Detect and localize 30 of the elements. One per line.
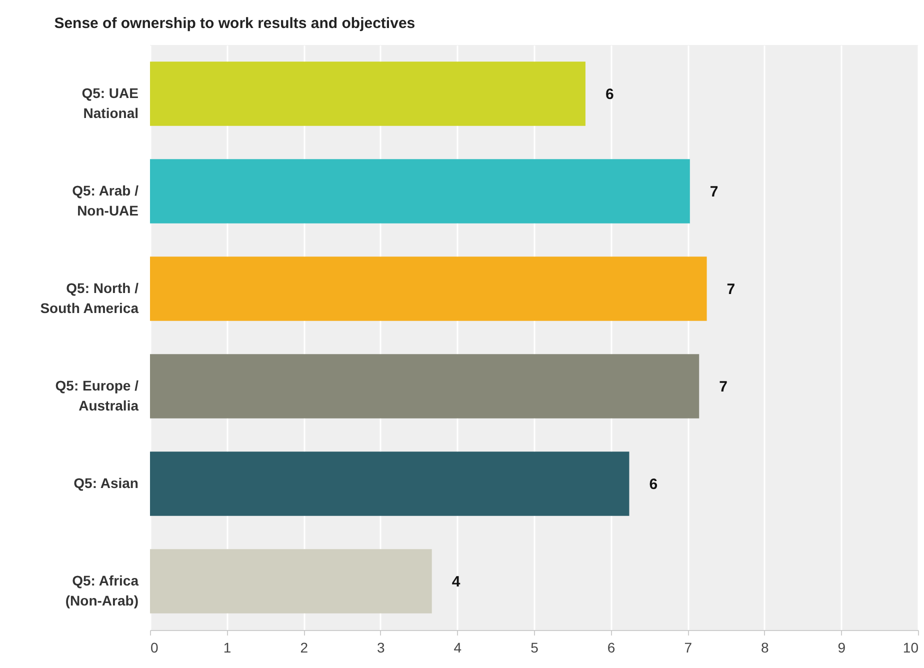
data-label: 6 [605,86,614,103]
bar [150,256,707,321]
chart-title: Sense of ownership to work results and objectives [54,15,416,32]
x-tick-label: 10 [902,640,919,656]
bar [150,549,432,614]
bar [150,159,690,224]
y-tick-label: Q5: Asian [74,474,138,491]
y-tick-label: Q5: Europe / Australia [55,377,139,414]
data-label: 7 [710,183,718,200]
x-tick-label: 7 [684,640,692,656]
data-label: 4 [452,573,461,590]
x-tick-label: 0 [150,640,158,656]
data-label: 7 [719,378,728,396]
data-label: 7 [726,280,736,298]
x-tick-label: 4 [454,640,462,656]
x-tick-label: 9 [838,640,846,656]
x-tick-label: 3 [377,640,385,656]
x-tick-label: 2 [300,640,308,656]
y-tick-label: Q5: Arab / Non-UAE [72,182,139,218]
x-tick-label: 8 [761,640,769,656]
x-tick-label: 1 [223,640,232,656]
y-tick-label: Q5: UAE National [82,84,138,121]
data-label: 6 [649,476,658,493]
x-tick-label: 5 [530,640,539,656]
bar [150,354,700,418]
y-tick-label: Q5: Africa (Non-Arab) [65,572,139,608]
bar [150,452,630,516]
x-tick-label: 6 [607,640,616,656]
y-tick-label: Q5: North / South America [40,280,139,316]
bar [150,62,586,126]
